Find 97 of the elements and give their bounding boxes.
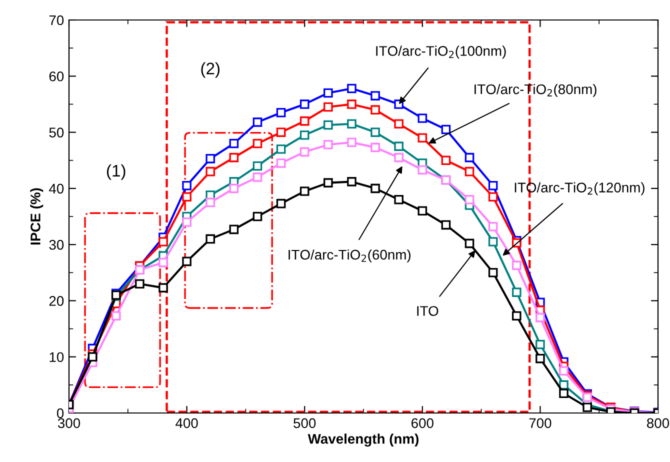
point xyxy=(394,119,404,129)
point xyxy=(347,84,356,94)
point xyxy=(418,114,428,123)
point xyxy=(370,105,380,114)
point xyxy=(229,224,239,234)
point xyxy=(370,128,380,137)
y-axis-title: IPCE (%) xyxy=(30,188,44,245)
point xyxy=(300,147,310,157)
annotation: ITO xyxy=(417,306,438,316)
y-tick-label: 70 xyxy=(49,15,64,26)
point xyxy=(488,268,498,278)
point xyxy=(347,138,356,148)
y-tick-label: 10 xyxy=(50,352,64,362)
point xyxy=(182,256,192,266)
point xyxy=(418,206,428,216)
point xyxy=(324,120,333,130)
point xyxy=(488,180,498,190)
point xyxy=(135,279,144,289)
annotation: ITO/arc-TiO$_{2}$(100nm) xyxy=(376,46,506,59)
x-tick-label: 600 xyxy=(412,418,434,428)
point xyxy=(206,166,216,176)
point xyxy=(324,178,333,188)
point xyxy=(464,195,474,204)
point xyxy=(394,152,404,162)
x-axis-title: Wavelength (nm) xyxy=(308,434,418,447)
point xyxy=(347,119,356,129)
point xyxy=(488,192,498,202)
point xyxy=(252,161,262,171)
point xyxy=(441,156,451,166)
point xyxy=(206,198,216,208)
point xyxy=(536,312,545,322)
y-tick-label: 50 xyxy=(49,128,64,138)
point xyxy=(158,237,168,246)
point xyxy=(324,102,333,112)
point xyxy=(182,217,192,227)
point xyxy=(488,237,498,246)
x-tick-label: 800 xyxy=(647,418,670,428)
point xyxy=(300,130,310,140)
point xyxy=(111,311,121,321)
y-tick-label: 60 xyxy=(49,71,64,82)
point xyxy=(206,234,216,244)
point xyxy=(464,166,474,176)
point xyxy=(536,340,545,350)
x-tick-label: 700 xyxy=(529,418,552,428)
point xyxy=(512,260,522,270)
point xyxy=(512,288,522,297)
point xyxy=(418,165,428,175)
x-tick-label: 500 xyxy=(294,418,316,428)
point xyxy=(229,184,239,194)
point xyxy=(276,128,286,137)
annotation: ITO/arc-TiO$_{2}$(120nm) xyxy=(514,182,644,196)
point xyxy=(252,118,262,127)
annotation: (2) xyxy=(201,62,220,78)
point xyxy=(206,154,216,164)
point xyxy=(252,138,262,148)
y-tick-label: 0 xyxy=(56,408,64,418)
y-tick-label: 20 xyxy=(49,296,64,306)
point xyxy=(158,258,168,268)
point xyxy=(182,180,192,190)
point xyxy=(276,108,286,118)
y-tick-label: 40 xyxy=(49,184,64,194)
point xyxy=(276,198,286,208)
point xyxy=(300,116,310,126)
point xyxy=(300,186,310,196)
point xyxy=(182,192,192,202)
point xyxy=(252,212,262,222)
point xyxy=(370,91,380,100)
point xyxy=(394,142,404,151)
point xyxy=(441,124,451,134)
point xyxy=(512,311,522,321)
point xyxy=(559,388,568,398)
point xyxy=(300,100,310,109)
point xyxy=(229,138,239,148)
annotation: ITO/arc-TiO$_{2}$(60nm) xyxy=(288,249,410,262)
x-tick-label: 400 xyxy=(176,418,198,428)
point xyxy=(347,177,356,186)
point xyxy=(464,152,474,162)
point xyxy=(441,220,451,230)
y-tick-label: 30 xyxy=(49,240,64,250)
point xyxy=(559,366,568,376)
point xyxy=(464,238,474,248)
x-tick-label: 300 xyxy=(58,418,80,428)
point xyxy=(276,144,286,154)
annotation: (1) xyxy=(106,164,126,180)
point xyxy=(394,195,404,204)
point xyxy=(347,100,356,109)
point xyxy=(158,283,168,292)
point xyxy=(276,158,286,168)
point xyxy=(370,142,380,152)
point xyxy=(324,140,333,150)
point xyxy=(536,354,545,364)
point xyxy=(252,172,262,182)
point xyxy=(370,184,380,194)
point xyxy=(418,133,428,143)
point xyxy=(488,222,498,232)
point xyxy=(229,152,239,162)
point xyxy=(324,88,333,98)
